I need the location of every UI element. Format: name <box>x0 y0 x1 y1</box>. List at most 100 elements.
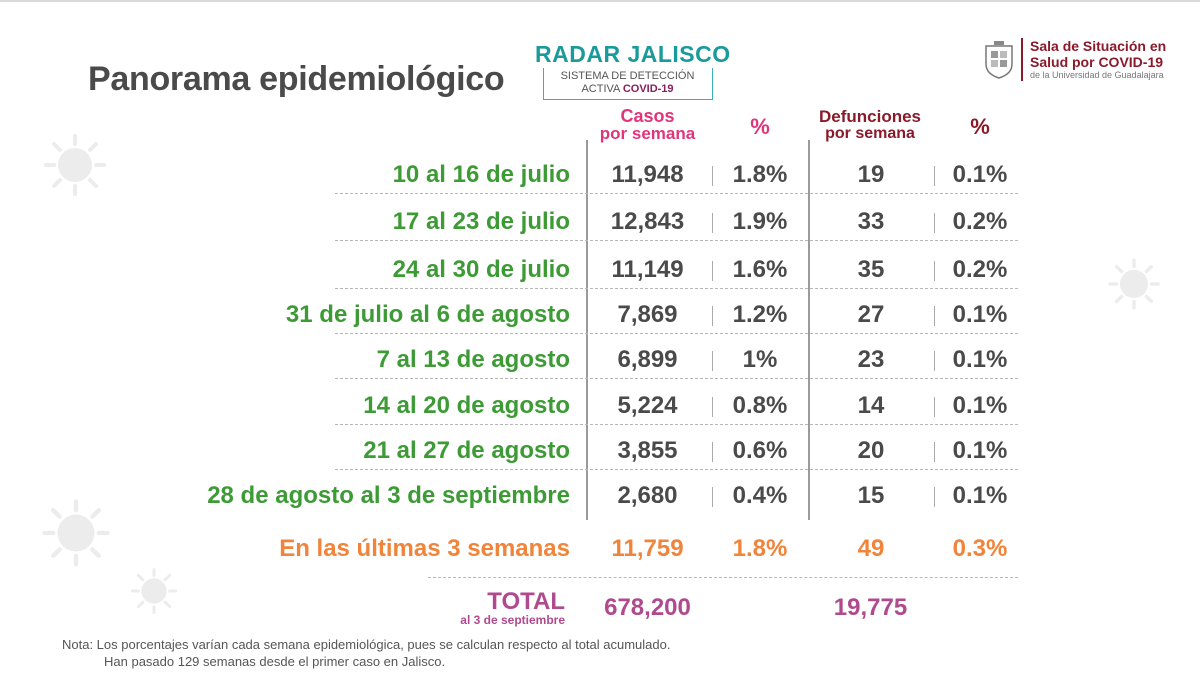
row-pct-casos: 1.8% <box>732 161 788 188</box>
radar-name: RADAR JALISCO <box>535 41 731 67</box>
table-row: 21 al 27 de agosto 3,855 0.6% 20 0.1% <box>0 436 1200 466</box>
row-label: 24 al 30 de julio <box>392 256 570 283</box>
radar-subtitle-box: SISTEMA DE DETECCIÓN ACTIVA COVID-19 <box>542 68 713 100</box>
cell-separator <box>712 166 713 186</box>
row-label: 7 al 13 de agosto <box>376 346 570 373</box>
total-title: TOTAL <box>487 588 565 615</box>
row-defunciones: 49 <box>857 535 885 562</box>
row-pct-casos: 0.8% <box>732 392 788 419</box>
table-row: 10 al 16 de julio 11,948 1.8% 19 0.1% <box>0 160 1200 190</box>
column-divider <box>586 140 588 520</box>
row-defunciones: 23 <box>857 346 885 373</box>
top-border <box>0 0 1200 2</box>
table-row: 17 al 23 de julio 12,843 1.9% 33 0.2% <box>0 207 1200 237</box>
radar-subtitle-text: ACTIVA <box>581 83 623 95</box>
cell-separator <box>712 487 713 507</box>
row-divider <box>335 378 1018 379</box>
virus-icon <box>42 499 110 567</box>
row-casos: 11,149 <box>611 256 684 283</box>
row-label: En las últimas 3 semanas <box>279 535 570 562</box>
row-casos: 11,759 <box>611 535 684 562</box>
row-divider <box>335 469 1018 470</box>
row-label: 14 al 20 de agosto <box>363 392 570 419</box>
row-divider <box>335 288 1018 289</box>
row-pct-defunciones: 0.1% <box>952 482 1008 509</box>
cell-separator <box>934 442 935 462</box>
row-pct-defunciones: 0.2% <box>952 256 1008 283</box>
row-pct-casos: 1.8% <box>732 535 788 562</box>
row-divider <box>335 240 1018 241</box>
row-casos: 5,224 <box>617 392 678 419</box>
table-row: 24 al 30 de julio 11,149 1.6% 35 0.2% <box>0 255 1200 285</box>
cell-separator <box>934 397 935 417</box>
virus-icon <box>44 134 106 196</box>
cell-separator <box>934 213 935 233</box>
cell-separator <box>934 261 935 281</box>
radar-subtitle-line1: SISTEMA DE DETECCIÓN <box>560 70 695 82</box>
cell-separator <box>712 213 713 233</box>
row-defunciones: 20 <box>857 437 885 464</box>
row-pct-casos: 1.6% <box>732 256 788 283</box>
row-pct-casos: 1.2% <box>732 301 788 328</box>
cell-separator <box>712 442 713 462</box>
footnote-line2: Han pasado 129 semanas desde el primer c… <box>104 654 446 669</box>
radar-subtitle-line2: ACTIVA COVID-19 <box>544 83 712 96</box>
row-defunciones: 35 <box>857 256 885 283</box>
cell-separator <box>712 306 713 326</box>
udg-crest-icon <box>985 41 1013 79</box>
row-pct-defunciones: 0.1% <box>952 437 1008 464</box>
table-row: 7 al 13 de agosto 6,899 1% 23 0.1% <box>0 345 1200 375</box>
page-title: Panorama epidemiológico <box>88 60 505 98</box>
row-label: 28 de agosto al 3 de septiembre <box>207 482 570 509</box>
row-casos: 3,855 <box>617 437 678 464</box>
row-divider <box>335 424 1018 425</box>
header-defunciones: Defunciones por semana <box>805 108 935 142</box>
header-casos-line2: por semana <box>599 124 696 143</box>
sala-line3: de la Universidad de Guadalajara <box>1030 70 1164 80</box>
row-pct-defunciones: 0.1% <box>952 392 1008 419</box>
row-casos: 7,869 <box>617 301 678 328</box>
row-divider <box>428 577 1018 578</box>
cell-separator <box>712 351 713 371</box>
column-divider <box>808 140 810 520</box>
footnote: Nota: Los porcentajes varían cada semana… <box>62 636 670 670</box>
row-defunciones: 19 <box>857 161 885 188</box>
sala-line1: Sala de Situación en <box>1030 38 1167 54</box>
header-pct-casos: % <box>750 114 770 139</box>
header-defunciones-line2: por semana <box>825 125 915 142</box>
table-row: 28 de agosto al 3 de septiembre 2,680 0.4%… <box>0 481 1200 511</box>
total-label: TOTAL al 3 de septiembre <box>440 590 565 627</box>
row-divider <box>335 333 1018 334</box>
row-divider <box>335 193 1018 194</box>
row-casos: 2,680 <box>617 482 678 509</box>
cell-separator <box>712 397 713 417</box>
row-defunciones: 27 <box>857 301 885 328</box>
row-pct-defunciones: 0.1% <box>952 346 1008 373</box>
row-label: 17 al 23 de julio <box>392 208 570 235</box>
virus-icon <box>130 567 178 615</box>
cell-separator <box>934 351 935 371</box>
row-pct-defunciones: 0.1% <box>952 161 1008 188</box>
cell-separator <box>934 487 935 507</box>
row-casos: 11,948 <box>611 161 684 188</box>
total-casos: 678,200 <box>604 594 691 621</box>
row-pct-casos: 1% <box>742 346 778 373</box>
sala-situacion-logo: Sala de Situación en Salud por COVID-19 … <box>1021 38 1166 81</box>
virus-icon <box>1108 258 1160 310</box>
row-label: 31 de julio al 6 de agosto <box>285 301 570 328</box>
row-pct-casos: 1.9% <box>732 208 788 235</box>
header-pct-defunciones: % <box>970 114 990 139</box>
table-row: 31 de julio al 6 de agosto 7,869 1.2% 27 0.1… <box>0 300 1200 330</box>
total-defunciones: 19,775 <box>833 594 908 621</box>
row-label: 10 al 16 de julio <box>392 161 570 188</box>
row-casos: 6,899 <box>617 346 678 373</box>
cell-separator <box>934 166 935 186</box>
cell-separator <box>712 261 713 281</box>
cell-separator <box>934 306 935 326</box>
row-defunciones: 14 <box>857 392 885 419</box>
row-pct-casos: 0.6% <box>732 437 788 464</box>
row-pct-defunciones: 0.3% <box>952 535 1008 562</box>
radar-jalisco-logo: RADAR JALISCO SISTEMA DE DETECCIÓN ACTIV… <box>535 41 731 100</box>
row-pct-defunciones: 0.2% <box>952 208 1008 235</box>
